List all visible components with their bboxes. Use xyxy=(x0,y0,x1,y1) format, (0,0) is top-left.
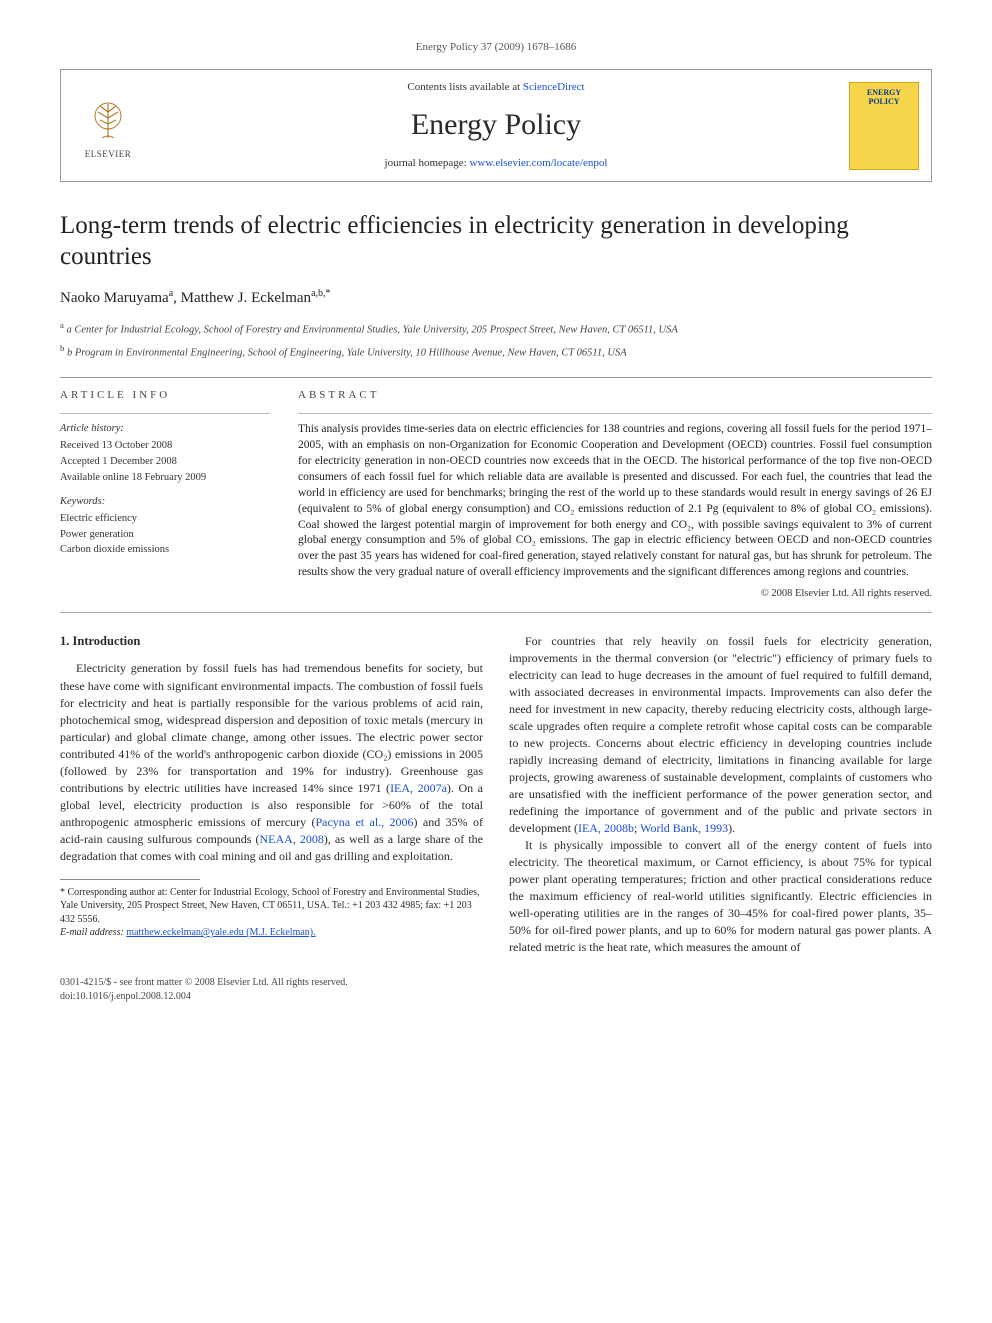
contents-line: Contents lists available at ScienceDirec… xyxy=(155,80,837,95)
ref-iea-2007a[interactable]: IEA, 2007a xyxy=(390,781,447,795)
homepage-line: journal homepage: www.elsevier.com/locat… xyxy=(155,156,837,171)
intro-para-1: Electricity generation by fossil fuels h… xyxy=(60,660,483,864)
history-head: Article history: xyxy=(60,422,270,437)
keyword-2: Power generation xyxy=(60,528,270,543)
keyword-3: Carbon dioxide emissions xyxy=(60,543,270,558)
journal-name: Energy Policy xyxy=(155,104,837,146)
page-footer: 0301-4215/$ - see front matter © 2008 El… xyxy=(60,976,932,1004)
author-1-affil: a xyxy=(169,288,173,299)
article-info-column: ARTICLE INFO Article history: Received 1… xyxy=(60,388,270,602)
homepage-link[interactable]: www.elsevier.com/locate/enpol xyxy=(469,157,607,169)
email-footnote: E-mail address: matthew.eckelman@yale.ed… xyxy=(60,926,483,940)
body-two-column: 1. Introduction Electricity generation b… xyxy=(60,633,932,957)
doi-line: doi:10.1016/j.enpol.2008.12.004 xyxy=(60,990,932,1004)
abstract-label: ABSTRACT xyxy=(298,388,932,403)
info-rule xyxy=(60,413,270,414)
history-online: Available online 18 February 2009 xyxy=(60,471,270,486)
ref-pacyna-2006[interactable]: Pacyna et al., 2006 xyxy=(315,815,413,829)
front-matter-line: 0301-4215/$ - see front matter © 2008 El… xyxy=(60,976,932,990)
corresponding-marker: * xyxy=(326,288,331,299)
author-2: Matthew J. Eckelman xyxy=(181,290,311,306)
abstract-text: This analysis provides time-series data … xyxy=(298,422,932,581)
author-email-link[interactable]: matthew.eckelman@yale.edu (M.J. Eckelman… xyxy=(126,927,315,938)
publisher-label: ELSEVIER xyxy=(85,148,132,161)
keyword-1: Electric efficiency xyxy=(60,512,270,527)
keywords-head: Keywords: xyxy=(60,495,270,510)
keywords-block: Keywords: Electric efficiency Power gene… xyxy=(60,495,270,558)
article-history-block: Article history: Received 13 October 200… xyxy=(60,422,270,485)
history-received: Received 13 October 2008 xyxy=(60,439,270,454)
abstract-copyright: © 2008 Elsevier Ltd. All rights reserved… xyxy=(298,587,932,602)
info-abstract-row: ARTICLE INFO Article history: Received 1… xyxy=(60,388,932,602)
rule-below-abstract xyxy=(60,612,932,613)
affiliation-b: b b Program in Environmental Engineering… xyxy=(60,342,932,361)
ref-world-bank-1993[interactable]: World Bank, 1993 xyxy=(640,821,728,835)
homepage-prefix: journal homepage: xyxy=(385,157,470,169)
author-1: Naoko Maruyama xyxy=(60,290,169,306)
article-title: Long-term trends of electric efficiencie… xyxy=(60,210,932,273)
corresponding-author-footnote: * Corresponding author at: Center for In… xyxy=(60,886,483,927)
intro-para-3: It is physically impossible to convert a… xyxy=(509,837,932,956)
banner-center: Contents lists available at ScienceDirec… xyxy=(155,80,837,171)
intro-para-2: For countries that rely heavily on fossi… xyxy=(509,633,932,837)
rule-above-abstract xyxy=(60,377,932,378)
author-list: Naoko Maruyamaa, Matthew J. Eckelmana,b,… xyxy=(60,287,932,309)
journal-banner: ELSEVIER Contents lists available at Sci… xyxy=(60,69,932,182)
ref-neaa-2008[interactable]: NEAA, 2008 xyxy=(260,832,324,846)
article-info-label: ARTICLE INFO xyxy=(60,388,270,403)
footnote-separator xyxy=(60,879,200,880)
section-1-heading: 1. Introduction xyxy=(60,633,483,651)
sciencedirect-link[interactable]: ScienceDirect xyxy=(523,81,585,93)
publisher-logo: ELSEVIER xyxy=(73,91,143,161)
contents-prefix: Contents lists available at xyxy=(407,81,522,93)
affiliation-a: a a Center for Industrial Ecology, Schoo… xyxy=(60,319,932,338)
journal-cover-thumb: ENERGY POLICY xyxy=(849,82,919,170)
ref-iea-2008b[interactable]: IEA, 2008b xyxy=(578,821,634,835)
history-accepted: Accepted 1 December 2008 xyxy=(60,455,270,470)
elsevier-tree-icon xyxy=(84,98,132,146)
abstract-rule xyxy=(298,413,932,414)
author-2-affil: a,b, xyxy=(311,288,325,299)
journal-citation: Energy Policy 37 (2009) 1678–1686 xyxy=(60,40,932,55)
abstract-column: ABSTRACT This analysis provides time-ser… xyxy=(298,388,932,602)
cover-title: ENERGY POLICY xyxy=(854,89,914,107)
